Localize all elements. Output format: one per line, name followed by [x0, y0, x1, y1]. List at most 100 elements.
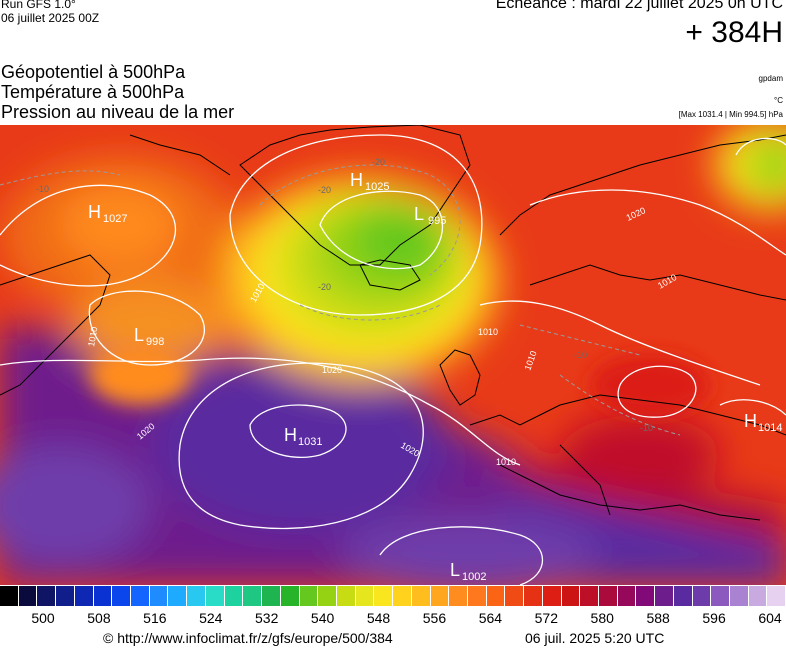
colorbar-swatch: [299, 586, 319, 606]
center-high: H 1014: [744, 411, 782, 434]
center-value: 1014: [758, 422, 782, 434]
colorbar-tick-label: 508: [87, 610, 111, 626]
colorbar-swatch: [730, 586, 749, 606]
center-letter: L: [134, 325, 144, 345]
colorbar-swatch: [655, 586, 674, 606]
colorbar-tick-label: 596: [702, 610, 726, 626]
colorbar-tick-label: 540: [310, 610, 335, 626]
colorbar-swatch: [430, 586, 450, 606]
colorbar-swatch: [767, 586, 786, 606]
colorbar-swatch: [542, 586, 562, 606]
colorbar-swatch: [711, 586, 731, 606]
isobar-label: 1010: [478, 327, 498, 337]
colorbar-tick-label: 572: [534, 610, 558, 626]
colorbar-tick-label: 516: [143, 610, 167, 626]
colorbar-tick-label: 500: [31, 610, 55, 626]
temperature-label: -20: [318, 185, 331, 195]
run-date: 06 juillet 2025 00Z: [1, 11, 100, 25]
center-value: 1025: [365, 181, 389, 193]
colorbar-swatch: [673, 586, 693, 606]
center-value: 995: [428, 215, 446, 227]
colorbar-swatch: [374, 586, 394, 606]
parameter-geopotential: Géopotentiel à 500hPa: [1, 62, 186, 82]
colorbar-swatch: [692, 586, 712, 606]
colorbar-swatch: [224, 586, 244, 606]
center-value: 1027: [103, 213, 127, 225]
colorbar-swatch: [37, 586, 57, 606]
weather-map-svg: H 1027 H 1025 L 995 L 998 H 1031 H 1014 L 1002 …: [0, 125, 786, 585]
colorbar-swatch: [205, 586, 225, 606]
center-letter: H: [284, 425, 297, 445]
isobars: [0, 134, 786, 585]
center-letter: L: [450, 560, 460, 580]
colorbar-swatch: [168, 586, 188, 606]
colorbar-swatch: [243, 586, 263, 606]
colorbar-swatch: [0, 586, 19, 606]
pressure-range: [Max 1031.4 | Min 994.5] hPa: [678, 110, 783, 119]
colorbar-swatch: [580, 586, 599, 606]
colorbar-swatch: [393, 586, 412, 606]
temperature-label: -20: [318, 282, 331, 292]
colorbar-swatch: [355, 586, 375, 606]
center-letter: L: [414, 204, 424, 224]
colorbar-swatch: [187, 586, 206, 606]
colorbar-swatch: [411, 586, 431, 606]
isobar-label: 1010: [86, 326, 99, 347]
pressure-centers: H 1027 H 1025 L 995 L 998 H 1031 H 1014 L 1002: [88, 170, 782, 583]
colorbar-swatch: [599, 586, 618, 606]
colorbar-swatch: [617, 586, 637, 606]
source-url: © http://www.infoclimat.fr/z/gfs/europe/…: [103, 630, 393, 646]
unit-temperature: °C: [774, 96, 783, 105]
colorbar-tick-label: 580: [590, 610, 614, 626]
colorbar-swatch: [467, 586, 487, 606]
coastlines: [0, 125, 786, 521]
colorbar-swatch: [561, 586, 581, 606]
center-high: H 1027: [88, 202, 127, 225]
center-low: L 995: [414, 204, 446, 227]
colorbar-tick-label: 532: [255, 610, 279, 626]
temperature-label: -10: [574, 350, 587, 360]
colorbar-swatch: [524, 586, 543, 606]
colorbar-swatch: [262, 586, 281, 606]
colorbar-swatch: [74, 586, 94, 606]
temperature-label: -20: [372, 157, 385, 167]
center-value: 998: [146, 336, 164, 348]
colorbar-tick-label: 548: [366, 610, 391, 626]
colorbar-swatch: [131, 586, 150, 606]
isobar-label: 1010: [496, 457, 516, 467]
temperature-labels: -20 -20 -20 -10 -10 -10: [36, 157, 653, 433]
temperature-contours: [0, 164, 681, 436]
center-high: H 1025: [350, 170, 389, 193]
colorbar-swatch: [486, 586, 506, 606]
isobar-label: 1020: [322, 365, 342, 375]
weather-map: H 1027 H 1025 L 995 L 998 H 1031 H 1014 L 1002 …: [0, 125, 786, 585]
colorbar-swatch: [449, 586, 468, 606]
unit-geopotential: gpdam: [758, 74, 783, 83]
center-low: L 998: [134, 325, 164, 348]
colorbar-swatch: [318, 586, 337, 606]
colorbar-swatch: [56, 586, 75, 606]
colorbar-tick-label: 604: [758, 610, 782, 626]
colorbar-swatch: [18, 586, 38, 606]
center-letter: H: [350, 170, 363, 190]
colorbar-swatch: [636, 586, 656, 606]
center-value: 1002: [462, 571, 486, 583]
colorbar-swatch: [505, 586, 525, 606]
parameter-pressure: Pression au niveau de la mer: [1, 102, 235, 122]
forecast-valid-time: Echéance : mardi 22 juillet 2025 0h UTC: [495, 0, 783, 12]
run-title: Run GFS 1.0°: [1, 0, 76, 11]
temperature-label: -10: [36, 184, 49, 194]
center-letter: H: [744, 411, 757, 431]
forecast-lead-time: + 384H: [685, 16, 783, 49]
center-value: 1031: [298, 436, 322, 448]
parameter-temperature: Température à 500hPa: [1, 82, 185, 102]
generation-date: 06 juil. 2025 5:20 UTC: [525, 630, 665, 646]
center-low: L 1002: [450, 560, 486, 583]
colorbar-swatch: [748, 586, 768, 606]
colorbar-swatch: [280, 586, 300, 606]
colorbar-tick-label: 556: [422, 610, 447, 626]
colorbar-swatch: [149, 586, 169, 606]
center-high: H 1031: [284, 425, 322, 448]
colorbar-tick-label: 524: [199, 610, 223, 626]
colorbar-swatch: [93, 586, 113, 606]
